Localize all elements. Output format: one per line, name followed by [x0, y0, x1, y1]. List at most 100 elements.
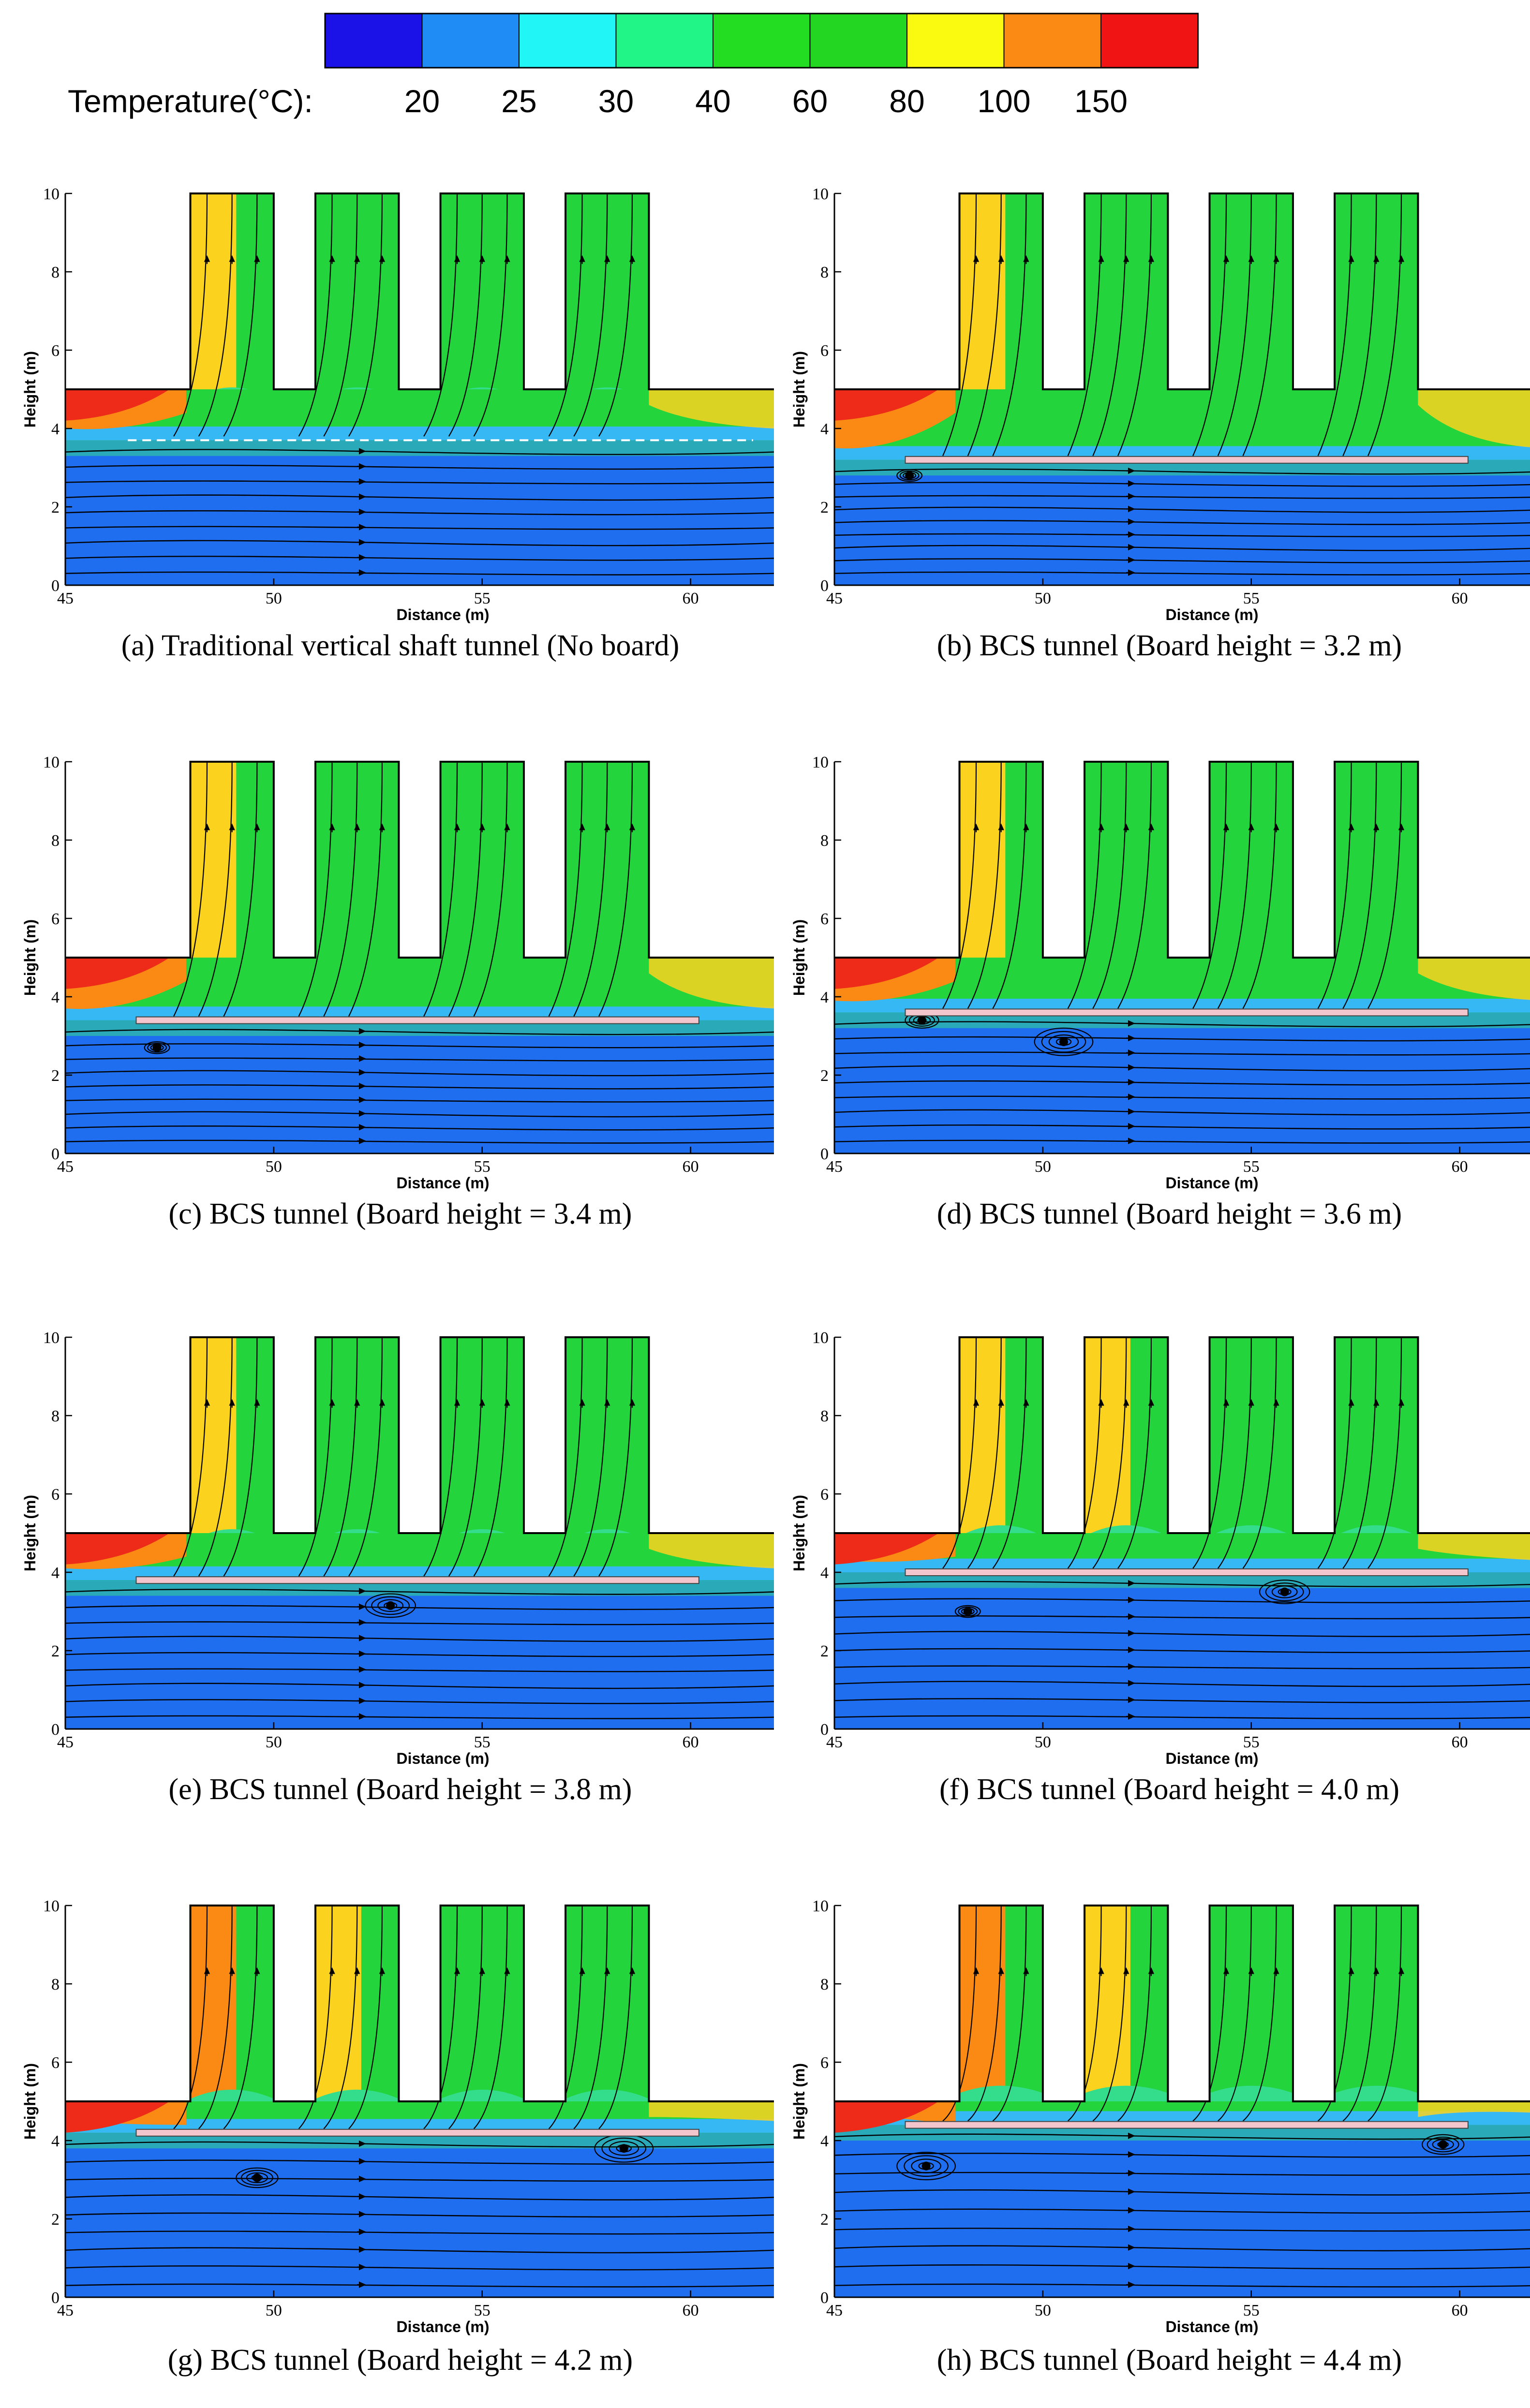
streamline — [65, 1589, 774, 1595]
shaft-streamline — [1217, 193, 1252, 457]
shaft-streamline — [942, 1905, 977, 2122]
streamline — [65, 1668, 774, 1672]
colorbar-swatch — [615, 13, 713, 68]
streamline — [834, 1598, 1530, 1603]
downstream-warm-zone — [649, 1533, 774, 1568]
shaft-streamline — [598, 193, 633, 437]
shaft-streamline — [1317, 761, 1352, 1009]
board — [905, 456, 1469, 464]
inlet-hottest-smoke — [834, 2101, 939, 2133]
y-tick-label: 8 — [51, 264, 59, 281]
vortex-core — [1280, 1587, 1289, 1596]
streamline — [834, 2245, 1530, 2252]
x-axis-label: Distance (m) — [1165, 1750, 1258, 1767]
shaft-streamline — [423, 193, 458, 437]
x-tick-label: 60 — [1452, 2302, 1468, 2319]
streamline — [834, 1648, 1530, 1654]
x-tick-label: 55 — [1243, 1158, 1260, 1176]
x-tick-label: 55 — [474, 1733, 490, 1751]
streamline — [834, 1021, 1530, 1028]
tunnel-outline — [834, 1336, 1530, 1534]
streamline — [65, 2159, 774, 2165]
x-tick-label: 60 — [683, 2302, 699, 2319]
y-tick-label: 6 — [51, 910, 59, 928]
shaft-streamline — [573, 1905, 608, 2129]
tunnel-outline — [65, 1336, 774, 1534]
shaft-streamline — [1067, 193, 1102, 457]
y-tick-label: 6 — [51, 2054, 59, 2072]
shaft-streamline — [448, 1905, 483, 2129]
y-tick-label: 8 — [51, 1407, 59, 1425]
streamline — [65, 1652, 774, 1657]
colorbar-swatch — [519, 13, 617, 68]
streamline — [65, 2177, 774, 2182]
panel-g: 45 50 55 60 0 2 4 6 8 10 Distance (m) Height (m) (g)… — [21, 1897, 775, 2377]
streamline — [65, 1070, 774, 1077]
shaft-streamline — [1217, 761, 1252, 1009]
x-tick-label: 45 — [57, 1733, 74, 1751]
tunnel-outline — [834, 761, 1530, 959]
panel-d: 45 50 55 60 0 2 4 6 8 10 Distance (m) Height (m) (d)… — [790, 753, 1530, 1230]
y-tick-label: 2 — [51, 1642, 59, 1660]
y-tick-label: 2 — [51, 499, 59, 517]
shaft-streamline — [1317, 1337, 1352, 1569]
vortex-ring — [377, 1599, 404, 1612]
streamline — [834, 1036, 1530, 1042]
shaft-streamline — [198, 761, 233, 1017]
streamline — [65, 1139, 774, 1144]
y-tick-label: 2 — [820, 2211, 829, 2229]
vortex-ring — [1426, 2136, 1459, 2153]
shaft-streamline — [348, 761, 383, 1017]
y-tick-label: 6 — [820, 342, 829, 360]
mask — [833, 761, 960, 958]
streamline — [834, 506, 1530, 513]
panel-caption: (h) BCS tunnel (Board height = 4.4 m) — [937, 2344, 1402, 2377]
shaft-streamline — [448, 761, 483, 1017]
y-tick-label: 8 — [820, 1976, 829, 1994]
y-tick-label: 4 — [820, 989, 829, 1006]
streamline — [65, 494, 774, 501]
streamline — [65, 2212, 774, 2218]
shaft-streamline — [1117, 193, 1152, 457]
mask — [1418, 1905, 1530, 2101]
y-tick-label: 10 — [43, 753, 59, 771]
shaft-hot-plume — [190, 193, 237, 389]
shaft-streamline — [548, 193, 583, 437]
vortex-ring — [1271, 1585, 1298, 1598]
inlet-hottest-smoke — [65, 1533, 170, 1565]
shaft-streamline — [1092, 1905, 1127, 2122]
x-tick-label: 45 — [826, 590, 843, 607]
inlet-hottest-smoke — [834, 389, 939, 421]
y-tick-label: 0 — [820, 2289, 829, 2307]
colorbar-tick-label: 100 — [977, 83, 1030, 119]
board — [905, 1568, 1469, 1576]
shaft-streamline — [1342, 193, 1377, 457]
vortex-core — [152, 1043, 162, 1052]
shaft-streamline — [298, 761, 333, 1017]
panel-h: 45 50 55 60 0 2 4 6 8 10 Distance (m) Height (m) (h)… — [790, 1897, 1530, 2377]
shaft-streamline — [1367, 1905, 1402, 2122]
shaft-streamline — [198, 193, 233, 437]
vortex-core — [921, 2161, 931, 2171]
streamline — [834, 1631, 1530, 1637]
y-tick-label: 10 — [812, 1329, 829, 1347]
colorbar-title: Temperature(°C): — [68, 83, 313, 119]
x-axis-label: Distance (m) — [1165, 2318, 1258, 2335]
vortex-core — [905, 471, 914, 480]
x-axis-label: Distance (m) — [1165, 1174, 1258, 1192]
streamline — [834, 571, 1530, 576]
y-tick-label: 4 — [51, 989, 59, 1006]
x-tick-label: 60 — [683, 1158, 699, 1176]
x-tick-label: 45 — [57, 590, 74, 607]
streamline — [65, 526, 774, 530]
shaft-hot-plume — [190, 1337, 237, 1533]
mask — [1042, 761, 1085, 958]
vortex-core — [253, 2173, 262, 2182]
x-tick-label: 60 — [1452, 590, 1468, 607]
colorbar-swatch — [325, 13, 423, 68]
vortex-ring — [144, 1041, 170, 1054]
shaft-streamline — [473, 1905, 508, 2129]
y-tick-label: 10 — [43, 1329, 59, 1347]
x-tick-label: 50 — [266, 2302, 282, 2319]
